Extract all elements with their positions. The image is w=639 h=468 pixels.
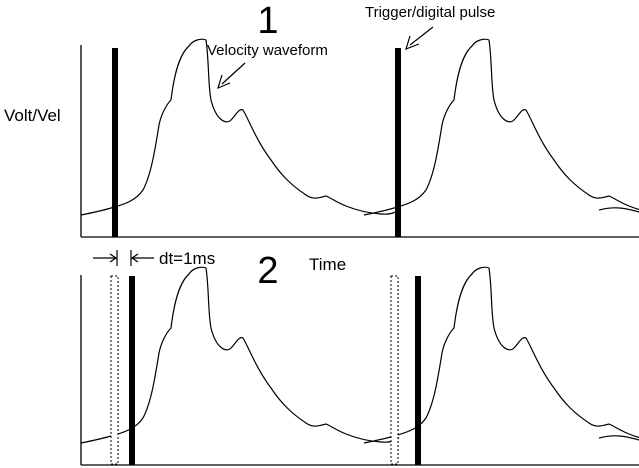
panel-1: 1 Volt/Vel Velocity waveform Trigger/dig…	[4, 0, 639, 238]
panel-1-velocity-waveform-cycle-1	[80, 38, 400, 216]
panel-2-velocity-waveform-cycle-1	[80, 266, 400, 444]
panel-2-original-pulse-outline-2	[390, 275, 399, 465]
trigger-pulse-arrow	[405, 26, 434, 51]
panel-1-trigger-pulse-1	[112, 48, 118, 237]
panel-1-velocity-waveform-tail	[598, 207, 639, 213]
panel-2-delayed-pulse-2	[415, 276, 421, 465]
panel-2-number: 2	[257, 250, 278, 292]
y-axis-label: Volt/Vel	[4, 106, 61, 125]
panel-2: 2 Time dt=1ms	[80, 249, 639, 466]
dt-interval-marker	[93, 250, 154, 266]
panel-2-velocity-waveform-cycle-2	[363, 266, 639, 444]
velocity-waveform-arrow	[217, 62, 246, 90]
panel-2-delayed-pulse-1	[129, 276, 135, 465]
panel-2-original-pulse-outline-1	[110, 275, 119, 465]
time-axis-label: Time	[309, 255, 346, 274]
panel-1-velocity-waveform-cycle-2	[363, 38, 639, 216]
velocity-waveform-label: Velocity waveform	[207, 42, 328, 59]
trigger-pulse-label: Trigger/digital pulse	[365, 4, 495, 21]
dt-label: dt=1ms	[159, 249, 215, 268]
panel-2-velocity-waveform-tail	[598, 435, 639, 441]
panel-1-trigger-pulse-2	[395, 48, 401, 237]
panel-1-number: 1	[257, 0, 278, 42]
